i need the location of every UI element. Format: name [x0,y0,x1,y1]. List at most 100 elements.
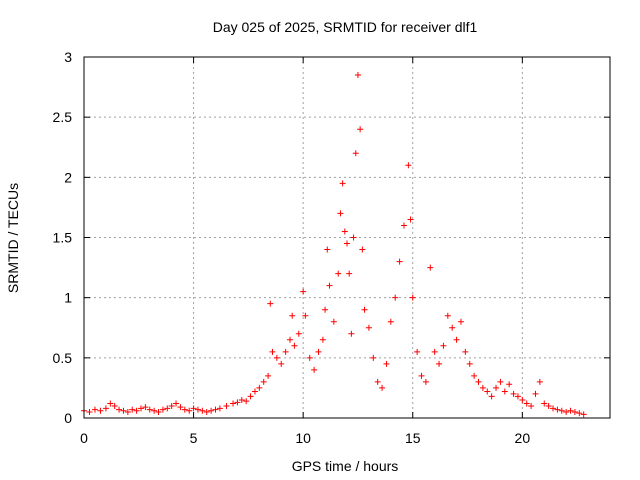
data-point [370,354,377,361]
data-point [536,378,543,385]
data-point [151,407,158,414]
data-point [247,393,254,400]
data-point [155,408,162,415]
data-point [352,150,359,157]
data-point [168,402,175,409]
y-tick-label: 1 [64,290,72,306]
data-point [335,270,342,277]
x-tick-label: 10 [295,430,311,446]
data-point [97,407,104,414]
data-point [475,378,482,385]
data-point [567,407,574,414]
data-point [519,396,526,403]
data-point [514,393,521,400]
data-point [306,354,313,361]
x-axis-label: GPS time / hours [292,458,399,474]
data-point [107,400,114,407]
x-tick-label: 15 [405,430,421,446]
data-point [251,388,258,395]
data-point [287,336,294,343]
data-point [374,378,381,385]
data-point [199,407,206,414]
data-point [91,406,98,413]
data-point [545,402,552,409]
data-point [159,406,166,413]
y-tick-label: 0 [64,410,72,426]
data-point [400,222,407,229]
data-point [440,342,447,349]
data-point [324,246,331,253]
data-point [431,348,438,355]
data-point [563,408,570,415]
data-point [576,410,583,417]
data-point [409,294,416,301]
data-point [383,360,390,367]
axis-ticks: 0 5 10 15 20 0 0.5 1 1.5 2 2.5 3 [53,49,610,446]
data-point [291,342,298,349]
data-point [111,402,118,409]
data-point [212,406,219,413]
data-point [223,402,230,409]
data-point [510,390,517,397]
grid [84,57,610,418]
data-point [267,300,274,307]
data-point [379,384,386,391]
y-tick-label: 1.5 [53,230,73,246]
y-axis-label: SRMTID / TECUs [5,183,21,293]
data-point [488,393,495,400]
data-point [462,348,469,355]
data-point [571,408,578,415]
data-point [422,378,429,385]
data-point [142,404,149,411]
data-point [387,318,394,325]
data-point [346,270,353,277]
data-point [86,408,93,415]
data-point [348,330,355,337]
data-point [558,407,565,414]
data-point [269,348,276,355]
y-tick-label: 2.5 [53,109,73,125]
data-point [216,405,223,412]
data-point [330,318,337,325]
data-point [457,318,464,325]
x-tick-label: 0 [80,430,88,446]
data-point [243,398,250,405]
data-point [339,180,346,187]
data-point [471,372,478,379]
data-point [354,72,361,79]
y-tick-label: 3 [64,49,72,65]
data-point [523,400,530,407]
data-point [506,381,513,388]
data-point [405,162,412,169]
data-point [554,406,561,413]
data-point [436,360,443,367]
data-point [326,282,333,289]
plot-frame [83,56,611,419]
data-point [453,336,460,343]
data-point [444,312,451,319]
data-point [129,406,136,413]
data-point [265,372,272,379]
data-point [300,288,307,295]
chart-title: Day 025 of 2025, SRMTID for receiver dlf… [213,19,478,35]
data-point [190,405,197,412]
data-point [173,400,180,407]
data-point [164,405,171,412]
data-point [479,384,486,391]
data-point [407,216,414,223]
data-point [319,336,326,343]
data-point [532,390,539,397]
data-point [260,378,267,385]
data-point [186,407,193,414]
data-point [256,384,263,391]
data-point [278,360,285,367]
data-point [427,264,434,271]
data-point [315,348,322,355]
data-point [541,400,548,407]
data-point [350,234,357,241]
data-point [418,372,425,379]
data-point [234,399,241,406]
data-point [484,388,491,395]
data-point [273,354,280,361]
